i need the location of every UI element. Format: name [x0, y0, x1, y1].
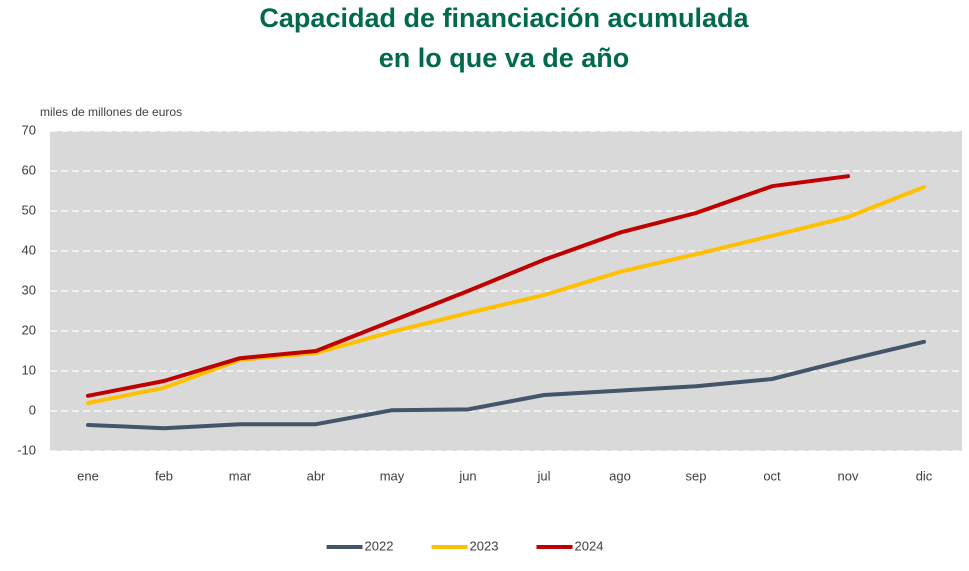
series-line [86, 185, 926, 405]
legend-label: 2022 [365, 538, 394, 553]
legend-label: 2023 [470, 538, 499, 553]
legend-label: 2024 [575, 538, 604, 553]
x-tick-label: feb [155, 468, 173, 483]
x-tick-label: nov [838, 468, 859, 483]
x-tick-label: ene [77, 468, 99, 483]
series-line [86, 339, 926, 431]
x-tick-label: ago [609, 468, 631, 483]
x-tick-label: sep [686, 468, 707, 483]
chart-title: Capacidad de financiación acumulada [259, 3, 749, 33]
x-tick-label: oct [763, 468, 781, 483]
y-tick-label: 20 [22, 322, 36, 337]
x-tick-label: jun [458, 468, 476, 483]
x-tick-label: jul [536, 468, 550, 483]
chart-title: en lo que va de año [379, 43, 630, 73]
x-tick-label: mar [229, 468, 252, 483]
y-tick-label: 10 [22, 362, 36, 377]
y-tick-label: 70 [22, 122, 36, 137]
series-line [86, 174, 850, 398]
x-tick-label: abr [307, 468, 326, 483]
x-tick-label: dic [916, 468, 933, 483]
y-tick-label: 0 [29, 402, 36, 417]
y-tick-label: 50 [22, 202, 36, 217]
y-axis-label: miles de millones de euros [40, 105, 182, 119]
y-tick-label: -10 [17, 442, 36, 457]
y-tick-label: 60 [22, 162, 36, 177]
y-tick-label: 40 [22, 242, 36, 257]
x-tick-label: may [380, 468, 405, 483]
y-tick-label: 30 [22, 282, 36, 297]
